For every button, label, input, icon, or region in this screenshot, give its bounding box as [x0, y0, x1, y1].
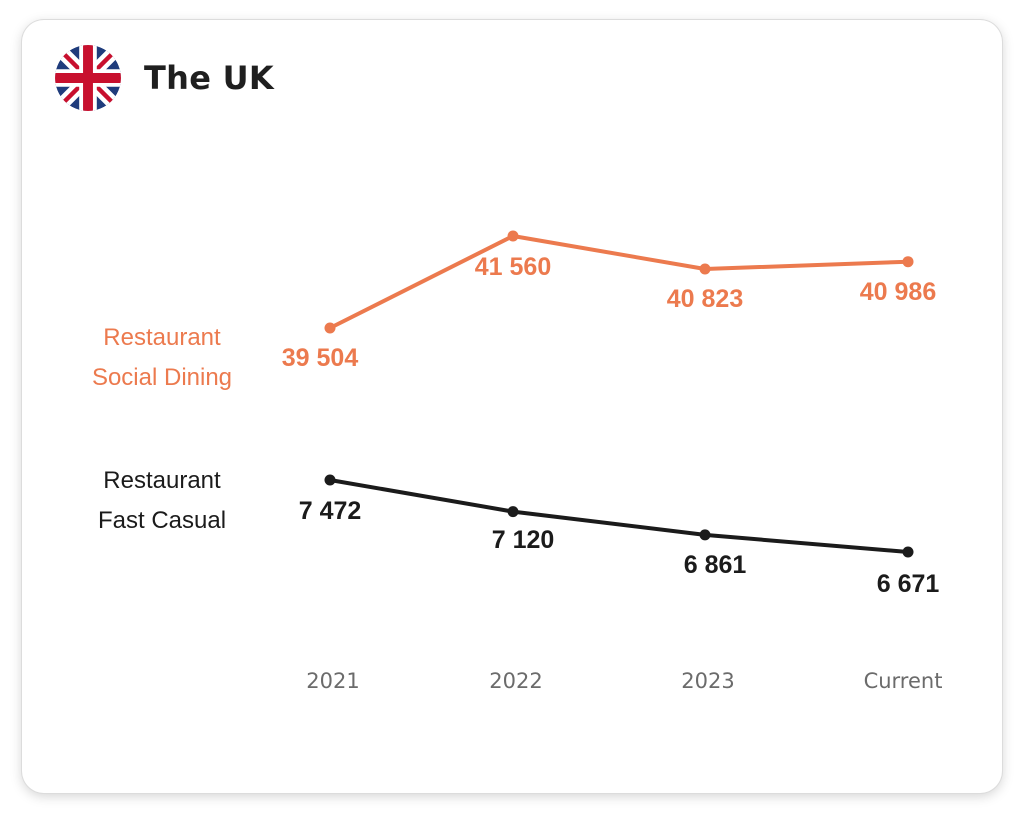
x-tick-label: 2022 [489, 669, 542, 693]
data-point [324, 474, 336, 486]
data-point [507, 506, 519, 518]
data-label: 39 504 [282, 344, 359, 372]
series-line [328, 478, 910, 554]
data-point [699, 529, 711, 541]
data-point [902, 546, 914, 558]
x-tick-label: 2023 [681, 669, 734, 693]
data-point [699, 263, 711, 275]
data-point [902, 256, 914, 268]
page-title: The UK [144, 59, 275, 97]
series-name-label: Fast Casual [98, 507, 226, 534]
data-label: 6 861 [684, 551, 747, 579]
data-label: 7 472 [299, 497, 362, 525]
data-point [324, 322, 336, 334]
data-label: 6 671 [877, 570, 940, 598]
series-name-label: Restaurant [103, 324, 221, 351]
card-header: The UK [55, 44, 274, 112]
data-label: 41 560 [475, 253, 551, 281]
series-fast-casual: 7 472 7 120 6 861 6 671 Restaurant Fast Casua… [98, 467, 939, 598]
series-name-label: Restaurant [103, 467, 221, 494]
data-point [507, 230, 519, 242]
series-line [328, 234, 910, 330]
x-tick-label: 2021 [306, 669, 359, 693]
series-name-label: Social Dining [92, 364, 232, 391]
series-social-dining: 39 504 41 560 40 823 40 986 Restaurant Social… [92, 230, 936, 391]
data-label: 40 823 [667, 285, 743, 313]
uk-flag-icon [55, 45, 121, 111]
data-label: 40 986 [860, 278, 936, 306]
data-label: 7 120 [492, 526, 555, 554]
chart-card [22, 20, 1002, 793]
x-tick-label: Current [864, 669, 943, 693]
